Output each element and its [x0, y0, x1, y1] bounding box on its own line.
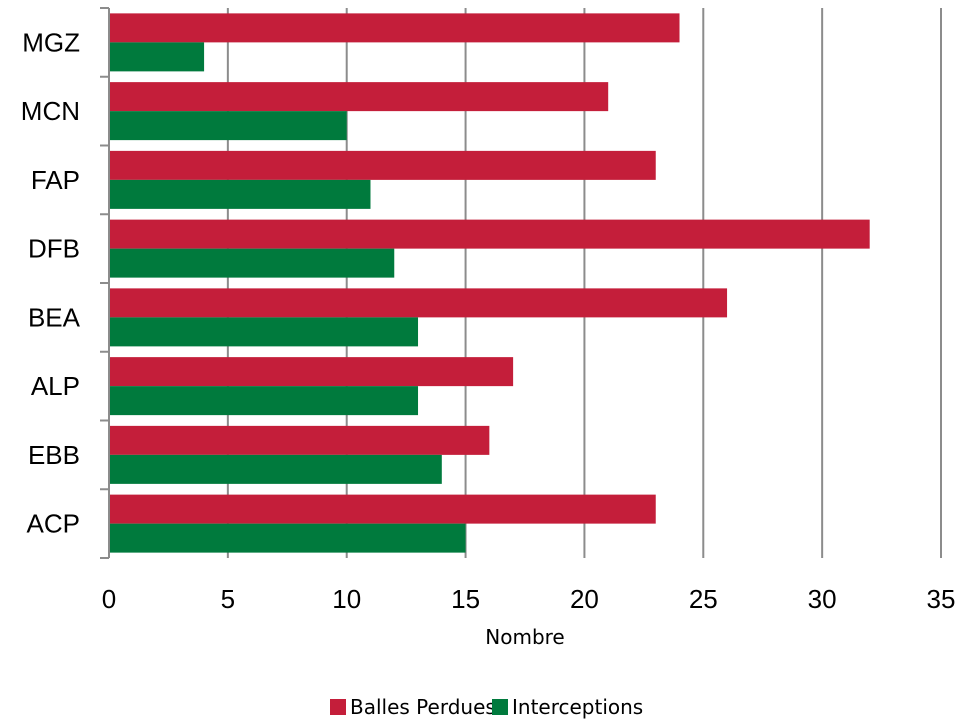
bar-interceptions-fap: [109, 179, 371, 209]
bar-interceptions-acp: [109, 523, 466, 553]
bar-balles-perdues-bea: [109, 288, 728, 318]
legend-label-interceptions: Interceptions: [512, 695, 643, 719]
bar-balles-perdues-alp: [109, 357, 514, 387]
legend-swatch-balles-perdues: [330, 699, 346, 715]
category-label-dfb: DFB: [28, 234, 80, 264]
axes: [100, 7, 110, 559]
bar-balles-perdues-dfb: [109, 219, 870, 249]
category-labels: MGZ MCN FAP DFB BEA ALP EBB ACP: [21, 27, 81, 538]
category-label-mcn: MCN: [21, 96, 80, 126]
bar-balles-perdues-mcn: [109, 82, 609, 112]
bars: [109, 13, 870, 553]
legend-swatch-interceptions: [492, 699, 508, 715]
legend: Balles Perdues Interceptions: [330, 695, 643, 719]
bar-balles-perdues-mgz: [109, 13, 680, 43]
bar-interceptions-dfb: [109, 248, 395, 278]
category-label-alp: ALP: [31, 371, 80, 401]
bar-interceptions-mgz: [109, 42, 205, 72]
x-axis-title: Nombre: [485, 625, 564, 649]
x-tick-label-30: 30: [808, 584, 837, 614]
x-tick-label-0: 0: [102, 584, 116, 614]
category-label-fap: FAP: [31, 165, 80, 195]
bar-interceptions-bea: [109, 317, 419, 347]
category-label-acp: ACP: [27, 509, 80, 539]
category-label-bea: BEA: [28, 302, 81, 332]
category-label-ebb: EBB: [28, 440, 80, 470]
bar-balles-perdues-fap: [109, 150, 656, 180]
bar-interceptions-ebb: [109, 454, 442, 484]
x-tick-label-20: 20: [570, 584, 599, 614]
x-tick-labels: 0 5 10 15 20 25 30 35: [102, 584, 956, 614]
x-tick-label-25: 25: [689, 584, 718, 614]
bar-interceptions-mcn: [109, 111, 347, 141]
bar-balles-perdues-acp: [109, 494, 656, 524]
x-tick-label-35: 35: [927, 584, 956, 614]
category-label-mgz: MGZ: [22, 27, 80, 57]
legend-label-balles-perdues: Balles Perdues: [350, 695, 496, 719]
bar-balles-perdues-ebb: [109, 425, 490, 455]
x-tick-label-10: 10: [332, 584, 361, 614]
x-tick-label-5: 5: [221, 584, 235, 614]
x-tick-label-15: 15: [451, 584, 480, 614]
bar-interceptions-alp: [109, 386, 419, 416]
